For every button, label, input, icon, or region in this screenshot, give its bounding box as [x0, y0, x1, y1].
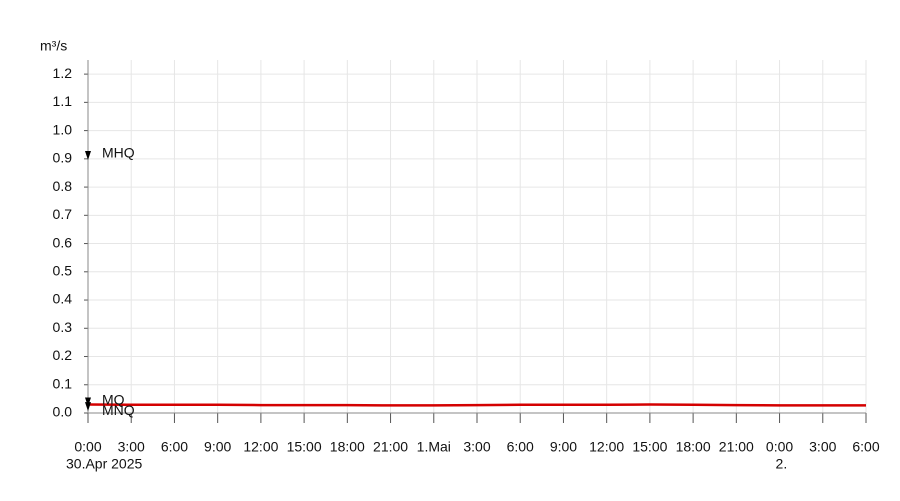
x-tick-label: 3:00: [809, 439, 836, 455]
x-tick-label: 12:00: [243, 439, 278, 455]
y-tick-label: 0.3: [53, 319, 73, 335]
x-tick-label: 1.Mai: [417, 439, 451, 455]
y-tick-label: 0.6: [53, 234, 73, 250]
y-tick-label: 1.0: [53, 121, 73, 137]
y-tick-label: 0.4: [53, 291, 73, 307]
y-tick-label: 0.0: [53, 404, 73, 420]
y-tick-label: 1.1: [53, 93, 73, 109]
reference-marker: [85, 151, 91, 161]
y-tick-label: 0.1: [53, 375, 73, 391]
x-tick-label: 18:00: [330, 439, 365, 455]
x-tick-label: 12:00: [589, 439, 624, 455]
x-tick-label: 18:00: [676, 439, 711, 455]
x-tick-label: 21:00: [719, 439, 754, 455]
x-tick-label: 6:00: [507, 439, 534, 455]
reference-marker: [85, 397, 91, 407]
y-tick-label: 0.8: [53, 178, 73, 194]
y-tick-label: 0.2: [53, 347, 73, 363]
reference-label: MQ: [102, 391, 125, 407]
y-tick-label: 0.9: [53, 150, 73, 166]
x-tick-label: 3:00: [118, 439, 145, 455]
x-tick-label: 15:00: [632, 439, 667, 455]
x-tick-label: 9:00: [550, 439, 577, 455]
y-tick-label: 0.5: [53, 263, 73, 279]
date-label: 2.: [776, 456, 788, 472]
date-label: 30.Apr 2025: [66, 456, 142, 472]
y-tick-label: 0.7: [53, 206, 73, 222]
x-tick-label: 6:00: [161, 439, 188, 455]
x-tick-label: 3:00: [463, 439, 490, 455]
x-tick-label: 0:00: [74, 439, 101, 455]
y-axis-label: m³/s: [40, 38, 67, 54]
data-line: [87, 403, 866, 407]
reference-label: MHQ: [102, 145, 135, 161]
x-tick-label: 6:00: [852, 439, 879, 455]
x-tick-label: 15:00: [287, 439, 322, 455]
x-tick-label: 9:00: [204, 439, 231, 455]
y-tick-label: 1.2: [53, 65, 73, 81]
reference-label: MNQ: [102, 402, 135, 418]
x-tick-label: 21:00: [373, 439, 408, 455]
x-tick-label: 0:00: [766, 439, 793, 455]
reference-marker: [85, 402, 91, 412]
